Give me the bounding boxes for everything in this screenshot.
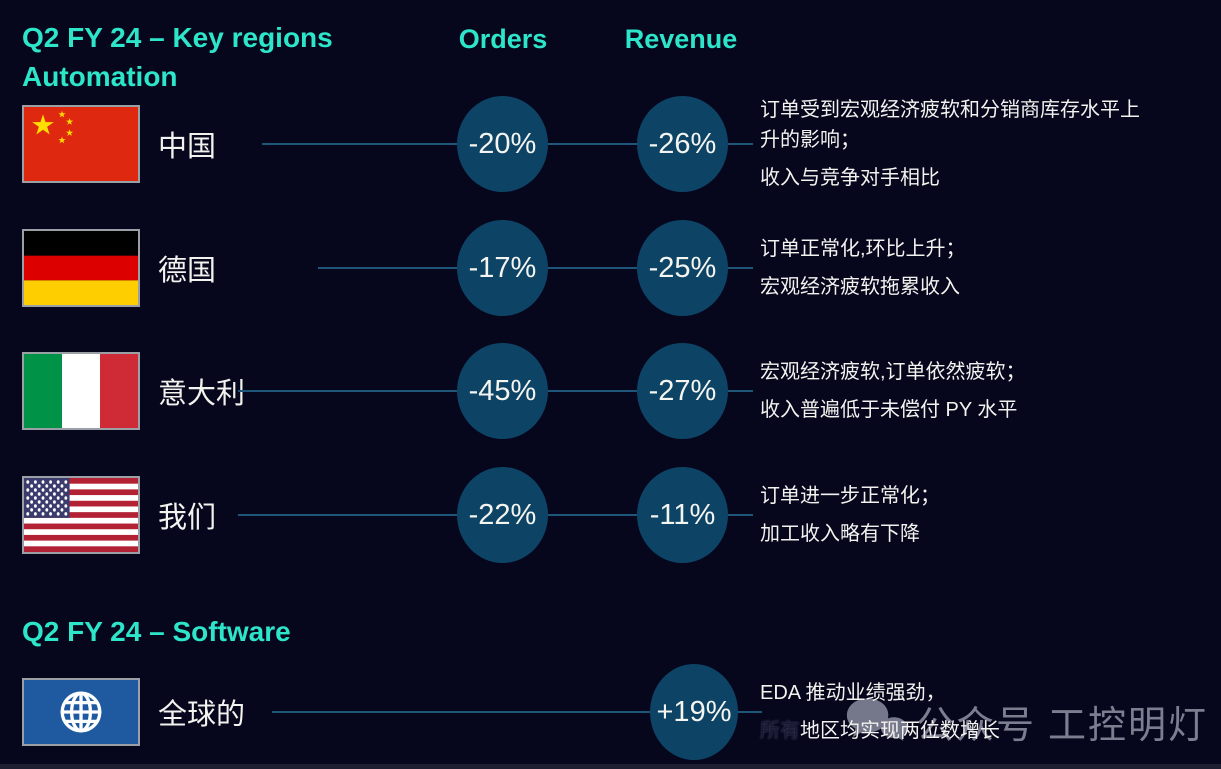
- connector-line: [728, 267, 753, 269]
- italy-flag-icon: [22, 352, 140, 430]
- note-text: 订单正常化,环比上升；: [760, 238, 966, 260]
- automation-title-line1: Q2 FY 24 – Key regions: [22, 22, 333, 53]
- orders-value-us: -22%: [457, 467, 548, 563]
- region-label-italy: 意大利: [158, 378, 246, 410]
- note-text: 订单进一步正常化；: [760, 485, 940, 507]
- revenue-value-china: -26%: [637, 96, 728, 192]
- usa-flag-icon: [22, 476, 140, 554]
- automation-title-line2: Automation: [22, 61, 178, 92]
- note-text: EDA 推动业绩强劲，: [760, 682, 946, 704]
- notes-china: 订单受到宏观经济疲软和分销商库存水平上升的影响； 收入与竞争对手相比: [760, 95, 1152, 193]
- notes-germany: 订单正常化,环比上升； 宏观经济疲软拖累收入: [760, 234, 1152, 302]
- connector-line: [548, 143, 637, 145]
- notes-italy: 宏观经济疲软,订单依然疲软； 收入普遍低于未偿付 PY 水平: [760, 357, 1152, 425]
- connector-line: [548, 390, 637, 392]
- region-label-us: 我们: [158, 502, 217, 534]
- note-text-dark: 所有: [760, 720, 800, 742]
- germany-flag-icon: [22, 229, 140, 307]
- china-flag-icon: [22, 105, 140, 183]
- note-text: 宏观经济疲软拖累收入: [760, 276, 960, 298]
- region-label-global: 全球的: [158, 699, 246, 731]
- connector-line: [548, 514, 637, 516]
- connector-line: [272, 711, 650, 713]
- revenue-value-germany: -25%: [637, 220, 728, 316]
- software-title: Q2 FY 24 – Software: [22, 616, 291, 647]
- region-label-china: 中国: [158, 131, 217, 163]
- notes-global: EDA 推动业绩强劲， 所有地区均实现两位数增长: [760, 678, 1190, 746]
- connector-line: [318, 267, 457, 269]
- notes-us: 订单进一步正常化； 加工收入略有下降: [760, 481, 1152, 549]
- revenue-column-header: Revenue: [624, 24, 738, 54]
- note-text: 收入与竞争对手相比: [760, 167, 940, 189]
- globe-icon: [22, 678, 140, 746]
- connector-line: [238, 390, 457, 392]
- note-text: 收入普遍低于未偿付 PY 水平: [760, 399, 1018, 421]
- revenue-value-global: +19%: [650, 664, 738, 760]
- note-text: 加工收入略有下降: [760, 523, 920, 545]
- region-label-germany: 德国: [158, 255, 217, 287]
- connector-line: [728, 514, 753, 516]
- orders-value-germany: -17%: [457, 220, 548, 316]
- revenue-value-italy: -27%: [637, 343, 728, 439]
- connector-line: [738, 711, 762, 713]
- connector-line: [728, 143, 753, 145]
- note-text: 宏观经济疲软,订单依然疲软；: [760, 361, 1026, 383]
- note-text: 地区均实现两位数增长: [800, 720, 1000, 742]
- connector-line: [548, 267, 637, 269]
- watermark-label: 公众号: [916, 705, 1037, 747]
- revenue-value-us: -11%: [637, 467, 728, 563]
- chat-bubble-icon: [845, 696, 909, 748]
- automation-title: Q2 FY 24 – Key regions Automation: [22, 18, 333, 96]
- orders-value-italy: -45%: [457, 343, 548, 439]
- orders-column-header: Orders: [458, 24, 548, 54]
- connector-line: [728, 390, 753, 392]
- connector-line: [238, 514, 457, 516]
- bottom-edge-strip: [0, 764, 1221, 769]
- watermark-brand: 工控明灯: [1048, 705, 1209, 747]
- note-text: 所有地区均实现两位数增长: [760, 716, 1190, 746]
- connector-line: [262, 143, 457, 145]
- note-text: 订单受到宏观经济疲软和分销商库存水平上升的影响；: [760, 99, 1140, 151]
- orders-value-china: -20%: [457, 96, 548, 192]
